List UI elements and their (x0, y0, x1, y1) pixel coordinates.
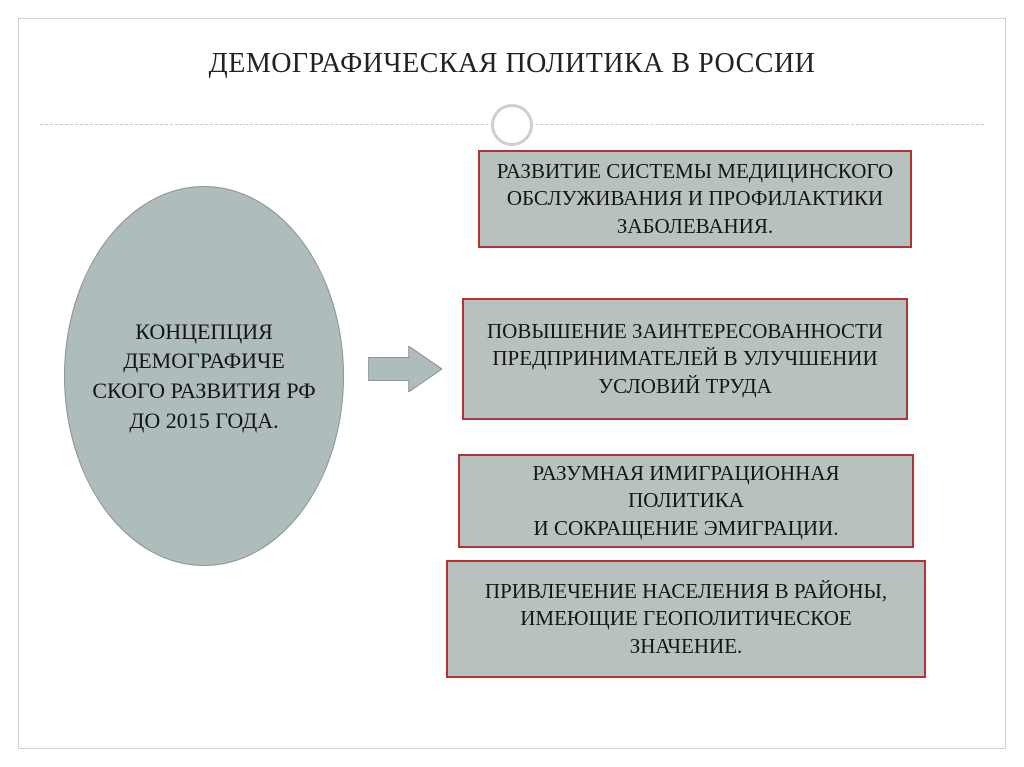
title-decoration-circle (491, 104, 533, 146)
concept-ellipse: КОНЦЕПЦИЯ ДЕМОГРАФИЧЕСКОГО РАЗВИТИЯ РФ Д… (64, 186, 344, 566)
policy-box-3: РАЗУМНАЯ ИМИГРАЦИОННАЯ ПОЛИТИКАИ СОКРАЩЕ… (458, 454, 914, 548)
policy-box-text: ПРИВЛЕЧЕНИЕ НАСЕЛЕНИЯ В РАЙОНЫ,ИМЕЮЩИЕ Г… (462, 578, 910, 660)
policy-box-text: РАЗУМНАЯ ИМИГРАЦИОННАЯ ПОЛИТИКАИ СОКРАЩЕ… (474, 460, 898, 542)
concept-ellipse-text: КОНЦЕПЦИЯ ДЕМОГРАФИЧЕСКОГО РАЗВИТИЯ РФ Д… (85, 317, 323, 436)
policy-box-text: РАЗВИТИЕ СИСТЕМЫ МЕДИЦИНСКОГО ОБСЛУЖИВАН… (494, 158, 896, 240)
policy-box-2: ПОВЫШЕНИЕ ЗАИНТЕРЕСОВАННОСТИ ПРЕДПРИНИМА… (462, 298, 908, 420)
slide-title: ДЕМОГРАФИЧЕСКАЯ ПОЛИТИКА В РОССИИ (0, 48, 1024, 80)
policy-box-4: ПРИВЛЕЧЕНИЕ НАСЕЛЕНИЯ В РАЙОНЫ,ИМЕЮЩИЕ Г… (446, 560, 926, 678)
arrow-icon (368, 346, 442, 392)
policy-box-text: ПОВЫШЕНИЕ ЗАИНТЕРЕСОВАННОСТИ ПРЕДПРИНИМА… (478, 318, 892, 400)
policy-box-1: РАЗВИТИЕ СИСТЕМЫ МЕДИЦИНСКОГО ОБСЛУЖИВАН… (478, 150, 912, 248)
